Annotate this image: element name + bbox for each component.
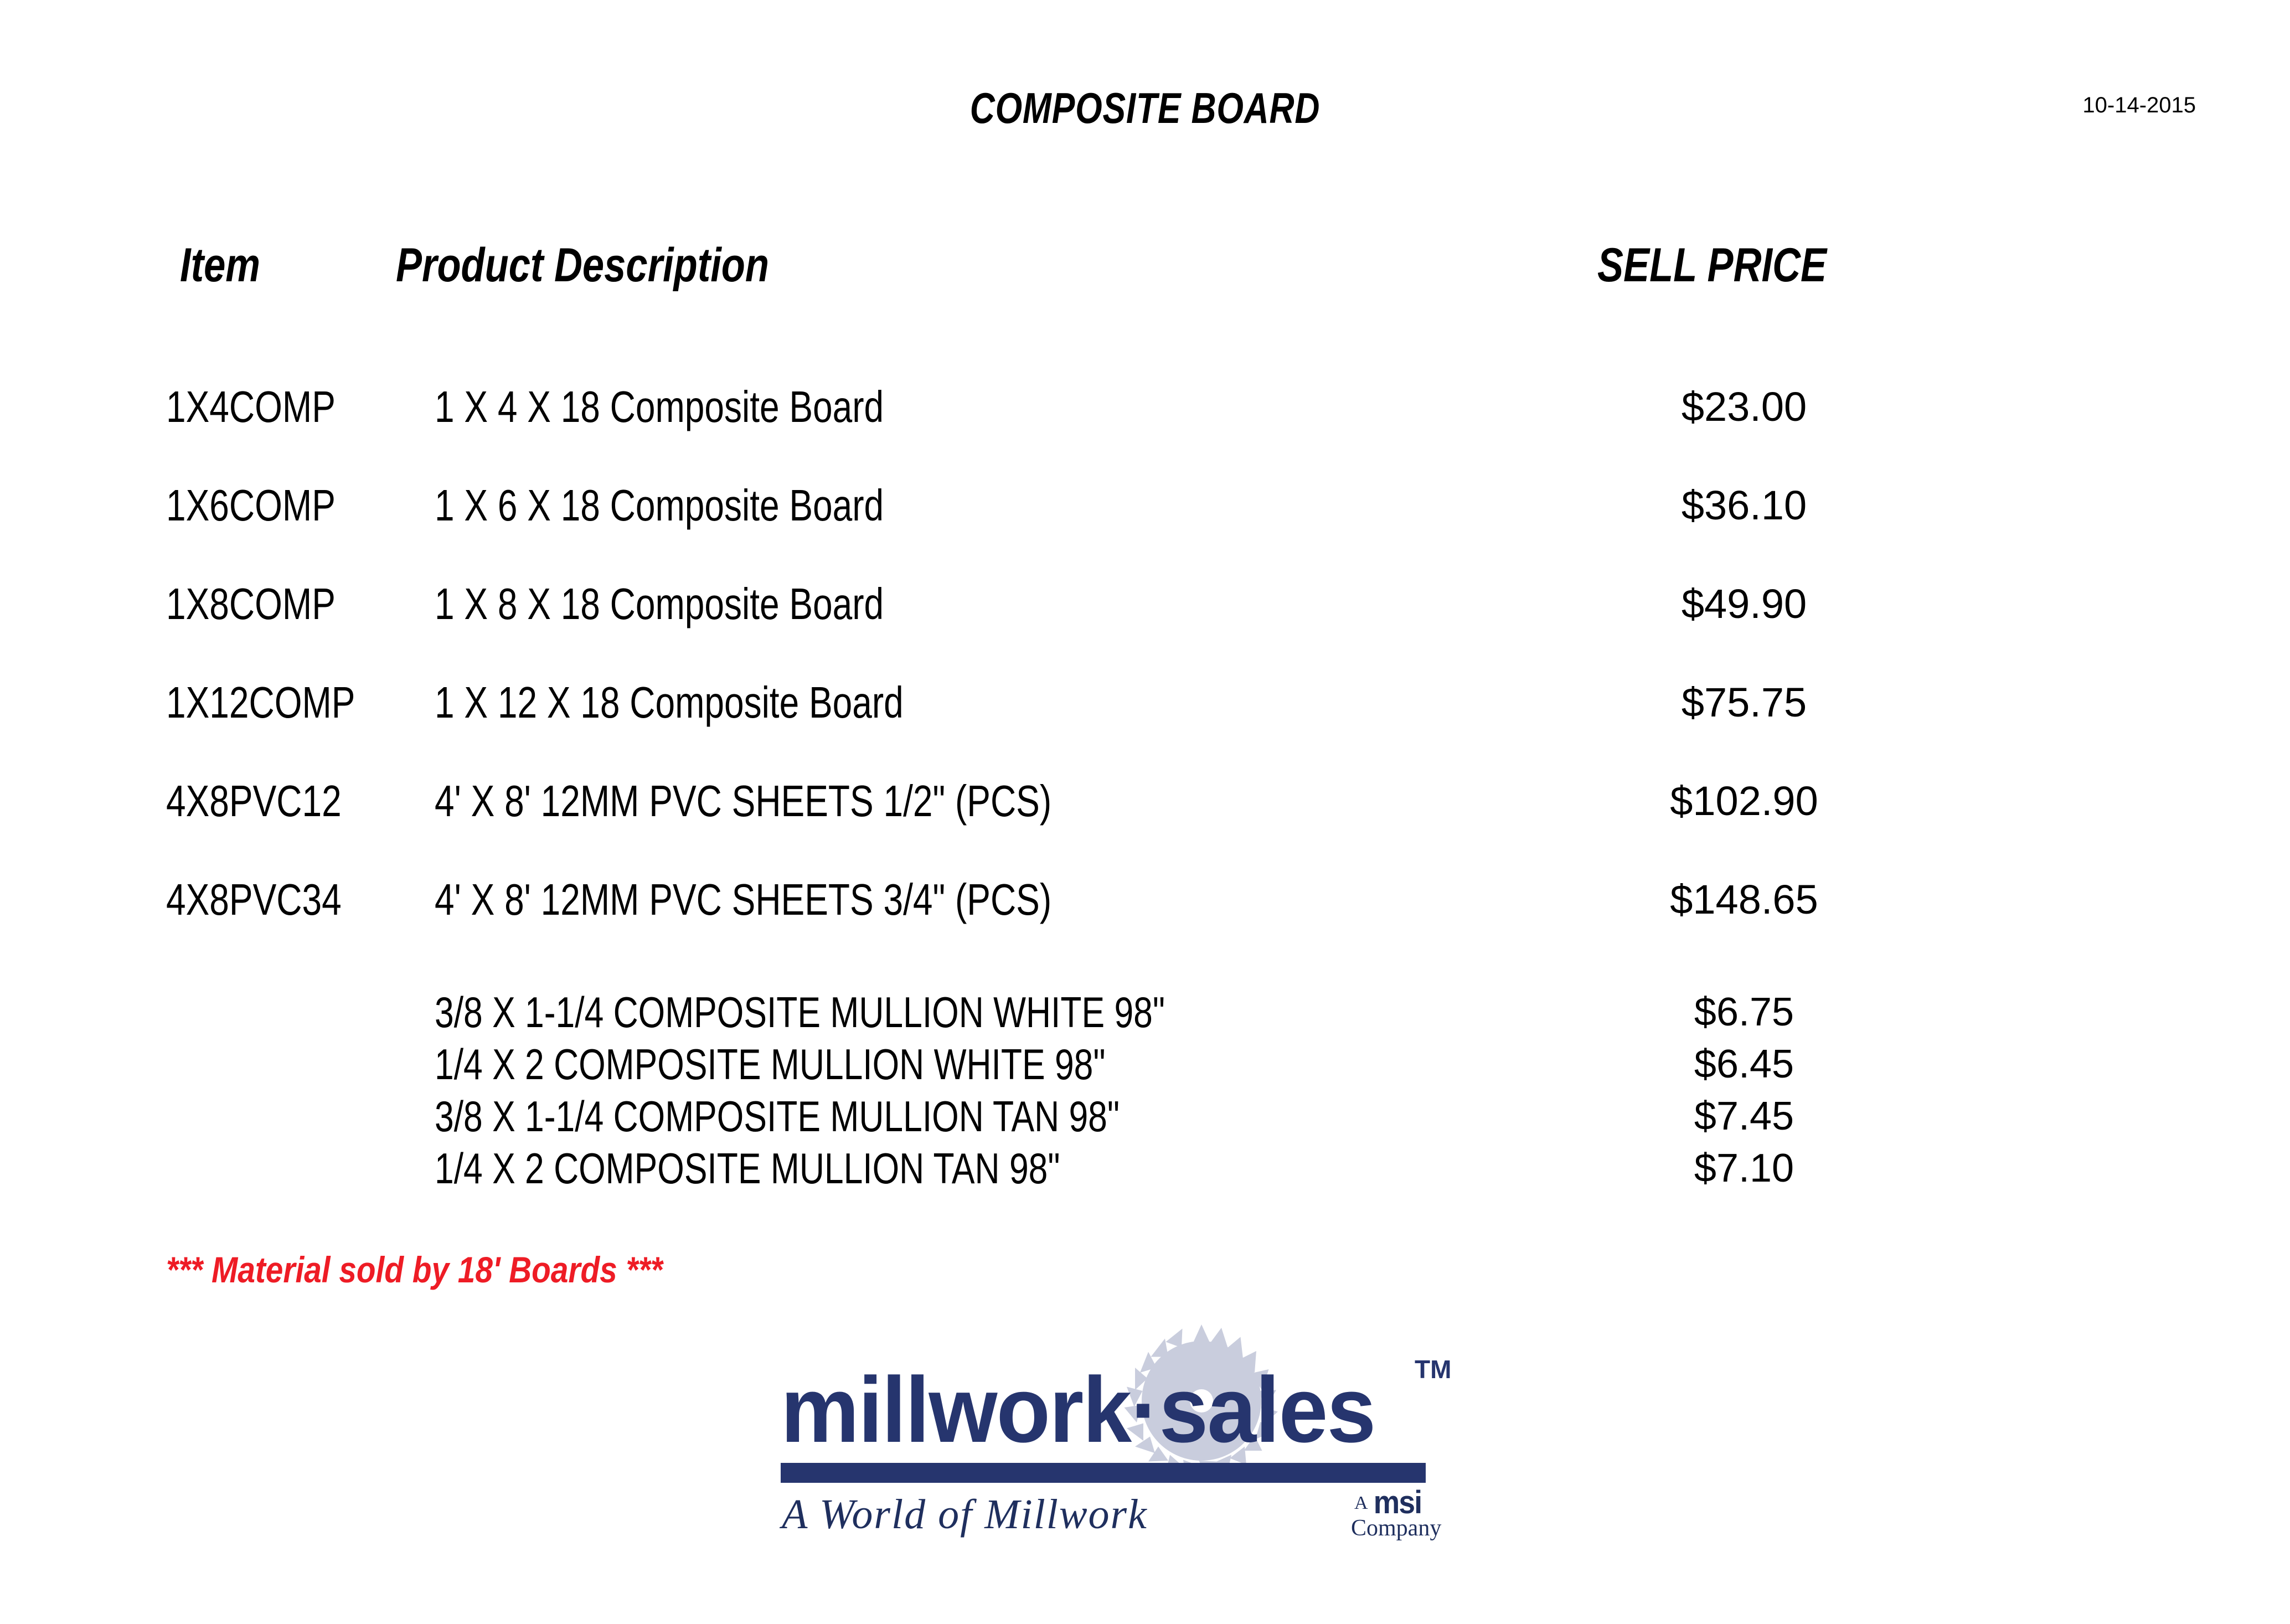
column-header-description: Product Description bbox=[396, 239, 769, 292]
cell-price: $23.00 bbox=[1681, 384, 1807, 430]
table-row: 4X8PVC34 4' X 8' 12MM PVC SHEETS 3/4" (P… bbox=[0, 875, 2290, 973]
table-row: 3/8 X 1-1/4 COMPOSITE MULLION WHITE 98" … bbox=[0, 988, 2290, 1040]
msi-affiliate-mark: A msi Company bbox=[1350, 1484, 1488, 1541]
logo-bar bbox=[781, 1463, 1426, 1483]
cell-item: 1X12COMP bbox=[166, 678, 355, 727]
table-row: 1X8COMP 1 X 8 X 18 Composite Board $49.9… bbox=[0, 579, 2290, 678]
logo-wordmark: millwork·sales bbox=[781, 1358, 1376, 1462]
cell-price: $75.75 bbox=[1681, 679, 1807, 725]
cell-description: 3/8 X 1-1/4 COMPOSITE MULLION WHITE 98" bbox=[435, 988, 1165, 1037]
table-row: 3/8 X 1-1/4 COMPOSITE MULLION TAN 98" $7… bbox=[0, 1092, 2290, 1144]
document-date: 10-14-2015 bbox=[2082, 93, 2196, 117]
cell-price: $7.10 bbox=[1694, 1146, 1794, 1190]
cell-price: $49.90 bbox=[1681, 581, 1807, 627]
msi-prefix: A bbox=[1354, 1493, 1367, 1513]
material-note: *** Material sold by 18' Boards *** bbox=[166, 1249, 663, 1290]
trademark-icon: TM bbox=[1415, 1355, 1452, 1384]
table-row: 1X4COMP 1 X 4 X 18 Composite Board $23.0… bbox=[0, 382, 2290, 481]
cell-item: 4X8PVC34 bbox=[166, 875, 342, 924]
cell-price: $36.10 bbox=[1681, 482, 1807, 528]
cell-price: $102.90 bbox=[1670, 778, 1818, 824]
cell-description: 1 X 6 X 18 Composite Board bbox=[435, 481, 884, 530]
column-header-item: Item bbox=[180, 239, 261, 292]
cell-description: 1/4 X 2 COMPOSITE MULLION TAN 98" bbox=[435, 1144, 1060, 1193]
msi-logo: msi bbox=[1373, 1484, 1422, 1520]
cell-description: 1 X 12 X 18 Composite Board bbox=[435, 678, 904, 727]
column-header-sell-price: SELL PRICE bbox=[1597, 239, 1827, 292]
cell-description: 4' X 8' 12MM PVC SHEETS 1/2" (PCS) bbox=[435, 776, 1052, 826]
table-row: 1X6COMP 1 X 6 X 18 Composite Board $36.1… bbox=[0, 481, 2290, 579]
millwork-sales-logo: millwork·sales TM A World of Millwork A … bbox=[764, 1312, 1539, 1545]
cell-price: $6.75 bbox=[1694, 990, 1794, 1034]
msi-company-label: Company bbox=[1351, 1515, 1442, 1541]
table-row: 1X12COMP 1 X 12 X 18 Composite Board $75… bbox=[0, 678, 2290, 776]
cell-price: $7.45 bbox=[1694, 1094, 1794, 1138]
cell-item: 1X6COMP bbox=[166, 481, 336, 530]
cell-item: 1X8COMP bbox=[166, 579, 336, 628]
cell-description: 1/4 X 2 COMPOSITE MULLION WHITE 98" bbox=[435, 1040, 1106, 1089]
cell-description: 3/8 X 1-1/4 COMPOSITE MULLION TAN 98" bbox=[435, 1092, 1120, 1141]
cell-item: 1X4COMP bbox=[166, 382, 336, 431]
table-row: 1/4 X 2 COMPOSITE MULLION WHITE 98" $6.4… bbox=[0, 1040, 2290, 1092]
cell-description: 4' X 8' 12MM PVC SHEETS 3/4" (PCS) bbox=[435, 875, 1052, 924]
cell-price: $148.65 bbox=[1670, 877, 1818, 922]
cell-item: 4X8PVC12 bbox=[166, 776, 342, 826]
msi-prefix-line: A msi bbox=[1350, 1484, 1488, 1520]
page-title: COMPOSITE BOARD bbox=[969, 84, 1321, 132]
product-rows: 1X4COMP 1 X 4 X 18 Composite Board $23.0… bbox=[0, 382, 2290, 973]
table-row: 4X8PVC12 4' X 8' 12MM PVC SHEETS 1/2" (P… bbox=[0, 776, 2290, 875]
logo-tagline: A World of Millwork bbox=[782, 1491, 1148, 1538]
mullion-rows: 3/8 X 1-1/4 COMPOSITE MULLION WHITE 98" … bbox=[0, 988, 2290, 1197]
cell-description: 1 X 8 X 18 Composite Board bbox=[435, 579, 884, 628]
table-header-row: Item Product Description SELL PRICE bbox=[0, 238, 2290, 305]
cell-price: $6.45 bbox=[1694, 1042, 1794, 1086]
table-row: 1/4 X 2 COMPOSITE MULLION TAN 98" $7.10 bbox=[0, 1144, 2290, 1197]
cell-description: 1 X 4 X 18 Composite Board bbox=[435, 382, 884, 431]
